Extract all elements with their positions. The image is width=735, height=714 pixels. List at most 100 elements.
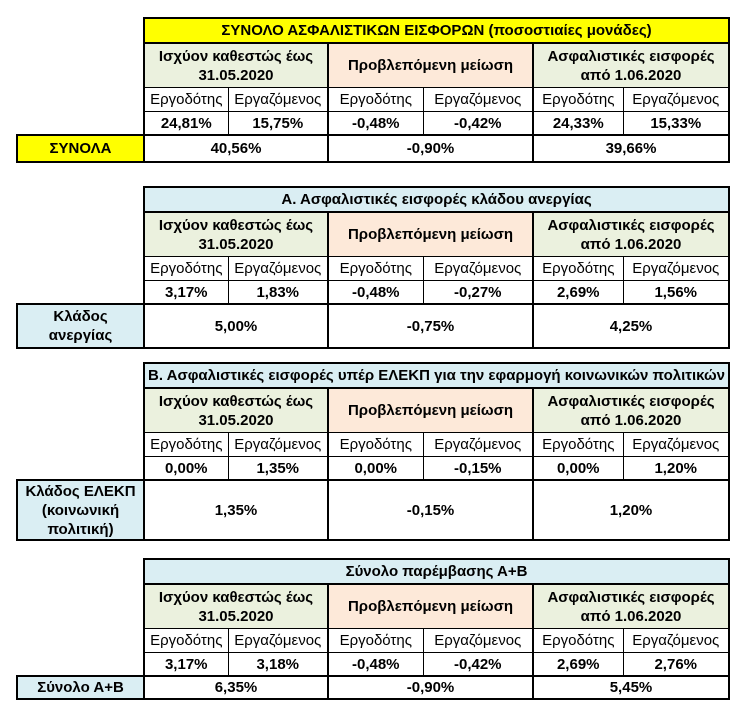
group-header-line: Ασφαλιστικές εισφορές [547, 216, 715, 234]
spacer-cell [17, 187, 144, 212]
group-header-new-contributions: Ασφαλιστικές εισφορές από 1.06.2020 [532, 42, 730, 88]
total-cell: 40,56% [143, 134, 329, 163]
group-header-current-regime: Ισχύον καθεστώς έως 31.05.2020 [143, 211, 329, 257]
total-cell: 6,35% [143, 675, 329, 700]
col-header-employee: Εργαζόμενος [622, 432, 730, 457]
col-header-employer: Εργοδότης [143, 256, 229, 281]
row-label-elekp: Κλάδος ΕΛΕΚΠ (κοινωνική πολιτική) [16, 479, 145, 541]
group-header-line: Ασφαλιστικές εισφορές [547, 47, 715, 65]
spacer-cell [17, 281, 144, 305]
col-header-employer: Εργοδότης [532, 87, 624, 112]
col-header-employer: Εργοδότης [327, 87, 424, 112]
value-cell: -0,15% [422, 456, 534, 481]
col-header-employee: Εργαζόμενος [422, 256, 534, 281]
spacer-cell [17, 653, 144, 677]
table-title: Β. Ασφαλιστικές εισφορές υπέρ ΕΛΕΚΠ για … [143, 362, 730, 389]
group-header-projected-reduction: Προβλεπόμενη μείωση [327, 387, 534, 433]
row-label-line: ΣΥΝΟΛΑ [49, 140, 112, 157]
total-cell: 5,45% [532, 675, 730, 700]
col-header-employee: Εργαζόμενος [622, 628, 730, 653]
value-cell: 0,00% [532, 456, 624, 481]
group-header-line: Ισχύον καθεστώς έως [158, 588, 314, 606]
total-cell: -0,90% [327, 675, 534, 700]
group-header-line: Ασφαλιστικές εισφορές [547, 588, 715, 606]
group-header-line: 31.05.2020 [198, 235, 274, 253]
group-header-new-contributions: Ασφαλιστικές εισφορές από 1.06.2020 [532, 211, 730, 257]
group-header-line: από 1.06.2020 [580, 235, 682, 253]
value-cell: -0,42% [422, 111, 534, 136]
group-header-current-regime: Ισχύον καθεστώς έως 31.05.2020 [143, 583, 329, 629]
spacer-cell [17, 363, 144, 388]
col-header-employer: Εργοδότης [327, 256, 424, 281]
contributions-tables-page: ΣΥΝΟΛΟ ΑΣΦΑΛΙΣΤΙΚΩΝ ΕΙΣΦΟΡΩΝ (ποσοστιαίε… [0, 17, 735, 700]
group-header-current-regime: Ισχύον καθεστώς έως 31.05.2020 [143, 387, 329, 433]
spacer-cell [17, 257, 144, 281]
value-cell: 3,18% [227, 652, 329, 677]
col-header-employee: Εργαζόμενος [227, 256, 329, 281]
value-cell: 0,00% [143, 456, 229, 481]
spacer-cell [17, 629, 144, 653]
value-cell: 3,17% [143, 280, 229, 305]
group-header-line: από 1.06.2020 [580, 66, 682, 84]
group-header-line: από 1.06.2020 [580, 607, 682, 625]
col-header-employee: Εργαζόμενος [227, 432, 329, 457]
spacer-cell [17, 112, 144, 136]
total-cell: -0,75% [327, 303, 534, 349]
group-header-line: από 1.06.2020 [580, 411, 682, 429]
value-cell: -0,42% [422, 652, 534, 677]
group-header-projected-reduction: Προβλεπόμενη μείωση [327, 583, 534, 629]
row-label-line: (κοινωνική [41, 501, 120, 519]
group-header-projected-reduction: Προβλεπόμενη μείωση [327, 42, 534, 88]
group-header-line: Ισχύον καθεστώς έως [158, 392, 314, 410]
spacer-cell [17, 433, 144, 457]
value-cell: -0,48% [327, 111, 424, 136]
group-header-line: Ασφαλιστικές εισφορές [547, 392, 715, 410]
col-header-employer: Εργοδότης [143, 87, 229, 112]
spacer-cell [17, 457, 144, 481]
value-cell: -0,48% [327, 280, 424, 305]
group-header-line: 31.05.2020 [198, 66, 274, 84]
total-cell: -0,15% [327, 479, 534, 541]
col-header-employee: Εργαζόμενος [622, 87, 730, 112]
table-title: Σύνολο παρέμβασης Α+Β [143, 558, 730, 585]
col-header-employee: Εργαζόμενος [422, 432, 534, 457]
group-header-current-regime: Ισχύον καθεστώς έως 31.05.2020 [143, 42, 329, 88]
table-elekp-social-policy: Β. Ασφαλιστικές εισφορές υπέρ ΕΛΕΚΠ για … [16, 362, 730, 541]
group-header-new-contributions: Ασφαλιστικές εισφορές από 1.06.2020 [532, 387, 730, 433]
group-header-new-contributions: Ασφαλιστικές εισφορές από 1.06.2020 [532, 583, 730, 629]
spacer-cell [17, 559, 144, 584]
col-header-employer: Εργοδότης [532, 628, 624, 653]
total-cell: 4,25% [532, 303, 730, 349]
value-cell: -0,48% [327, 652, 424, 677]
value-cell: 1,20% [622, 456, 730, 481]
group-header-line: 31.05.2020 [198, 607, 274, 625]
value-cell: 24,81% [143, 111, 229, 136]
total-cell: -0,90% [327, 134, 534, 163]
table-title: ΣΥΝΟΛΟ ΑΣΦΑΛΙΣΤΙΚΩΝ ΕΙΣΦΟΡΩΝ (ποσοστιαίε… [143, 17, 730, 44]
spacer-cell [17, 88, 144, 112]
col-header-employee: Εργαζόμενος [227, 628, 329, 653]
col-header-employer: Εργοδότης [143, 432, 229, 457]
col-header-employer: Εργοδότης [143, 628, 229, 653]
row-label-line: Σύνολο Α+Β [37, 679, 124, 696]
col-header-employer: Εργοδότης [327, 432, 424, 457]
value-cell: 15,75% [227, 111, 329, 136]
col-header-employer: Εργοδότης [532, 256, 624, 281]
table-total-contributions: ΣΥΝΟΛΟ ΑΣΦΑΛΙΣΤΙΚΩΝ ΕΙΣΦΟΡΩΝ (ποσοστιαίε… [16, 17, 730, 163]
row-label-line: Κλάδος [53, 308, 108, 325]
value-cell: 24,33% [532, 111, 624, 136]
value-cell: 2,69% [532, 652, 624, 677]
value-cell: 1,83% [227, 280, 329, 305]
table-total-a-plus-b: Σύνολο παρέμβασης Α+Β Ισχύον καθεστώς έω… [16, 558, 730, 700]
row-label-line: πολιτική) [47, 520, 114, 538]
col-header-employer: Εργοδότης [327, 628, 424, 653]
col-header-employee: Εργαζόμενος [422, 628, 534, 653]
value-cell: 2,76% [622, 652, 730, 677]
group-header-line: 31.05.2020 [198, 411, 274, 429]
group-header-line: Ισχύον καθεστώς έως [158, 216, 314, 234]
spacer-cell [17, 43, 144, 88]
table-title: Α. Ασφαλιστικές εισφορές κλάδου ανεργίας [143, 186, 730, 213]
value-cell: 3,17% [143, 652, 229, 677]
total-cell: 39,66% [532, 134, 730, 163]
value-cell: 0,00% [327, 456, 424, 481]
